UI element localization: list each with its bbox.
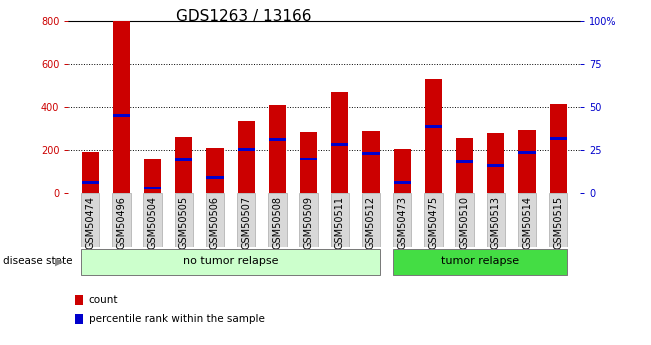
Bar: [518, 130, 536, 193]
Bar: [456, 160, 473, 162]
Bar: [394, 181, 411, 184]
FancyBboxPatch shape: [143, 193, 162, 247]
Text: GSM50506: GSM50506: [210, 196, 220, 249]
Bar: [300, 158, 317, 160]
FancyBboxPatch shape: [299, 193, 318, 247]
Text: GSM50509: GSM50509: [303, 196, 314, 249]
Bar: [363, 131, 380, 193]
Text: no tumor relapse: no tumor relapse: [183, 256, 279, 266]
Text: disease state: disease state: [3, 256, 73, 266]
Text: GDS1263 / 13166: GDS1263 / 13166: [176, 9, 311, 23]
Text: GSM50512: GSM50512: [366, 196, 376, 249]
Bar: [487, 164, 505, 167]
Bar: [549, 137, 567, 140]
Bar: [549, 104, 567, 193]
Text: GSM50473: GSM50473: [397, 196, 407, 249]
Bar: [331, 144, 348, 146]
Text: GSM50508: GSM50508: [272, 196, 283, 249]
Text: GSM50496: GSM50496: [117, 196, 126, 249]
Bar: [81, 181, 99, 184]
FancyBboxPatch shape: [81, 249, 380, 275]
FancyBboxPatch shape: [81, 193, 100, 247]
FancyBboxPatch shape: [456, 193, 474, 247]
FancyBboxPatch shape: [112, 193, 131, 247]
Bar: [331, 92, 348, 193]
Bar: [238, 148, 255, 150]
FancyBboxPatch shape: [206, 193, 224, 247]
Bar: [206, 148, 223, 193]
Bar: [113, 21, 130, 193]
Bar: [487, 133, 505, 193]
Text: GSM50510: GSM50510: [460, 196, 469, 249]
Bar: [144, 187, 161, 189]
FancyBboxPatch shape: [518, 193, 536, 247]
Text: GSM50513: GSM50513: [491, 196, 501, 249]
FancyBboxPatch shape: [362, 193, 380, 247]
FancyBboxPatch shape: [549, 193, 568, 247]
Bar: [238, 121, 255, 193]
Text: GSM50505: GSM50505: [179, 196, 189, 249]
Bar: [269, 138, 286, 141]
FancyBboxPatch shape: [393, 249, 568, 275]
Bar: [269, 105, 286, 193]
Bar: [144, 159, 161, 193]
Text: percentile rank within the sample: percentile rank within the sample: [89, 314, 264, 324]
Bar: [300, 132, 317, 193]
Bar: [81, 152, 99, 193]
Bar: [113, 115, 130, 117]
Text: GSM50474: GSM50474: [85, 196, 95, 249]
FancyBboxPatch shape: [174, 193, 193, 247]
Text: ▶: ▶: [55, 256, 64, 266]
Text: tumor relapse: tumor relapse: [441, 256, 519, 266]
Text: GSM50507: GSM50507: [242, 196, 251, 249]
Bar: [175, 137, 193, 193]
Bar: [363, 152, 380, 155]
Bar: [456, 138, 473, 193]
Text: GSM50515: GSM50515: [553, 196, 563, 249]
Text: GSM50511: GSM50511: [335, 196, 345, 249]
Bar: [518, 151, 536, 154]
Text: GSM50514: GSM50514: [522, 196, 532, 249]
Bar: [175, 158, 193, 161]
Text: GSM50504: GSM50504: [148, 196, 158, 249]
FancyBboxPatch shape: [486, 193, 505, 247]
Bar: [425, 79, 442, 193]
Text: count: count: [89, 295, 118, 305]
FancyBboxPatch shape: [424, 193, 443, 247]
Bar: [206, 176, 223, 179]
Text: GSM50475: GSM50475: [428, 196, 438, 249]
FancyBboxPatch shape: [331, 193, 349, 247]
FancyBboxPatch shape: [268, 193, 286, 247]
FancyBboxPatch shape: [237, 193, 255, 247]
Bar: [394, 149, 411, 193]
FancyBboxPatch shape: [393, 193, 411, 247]
Bar: [425, 125, 442, 128]
